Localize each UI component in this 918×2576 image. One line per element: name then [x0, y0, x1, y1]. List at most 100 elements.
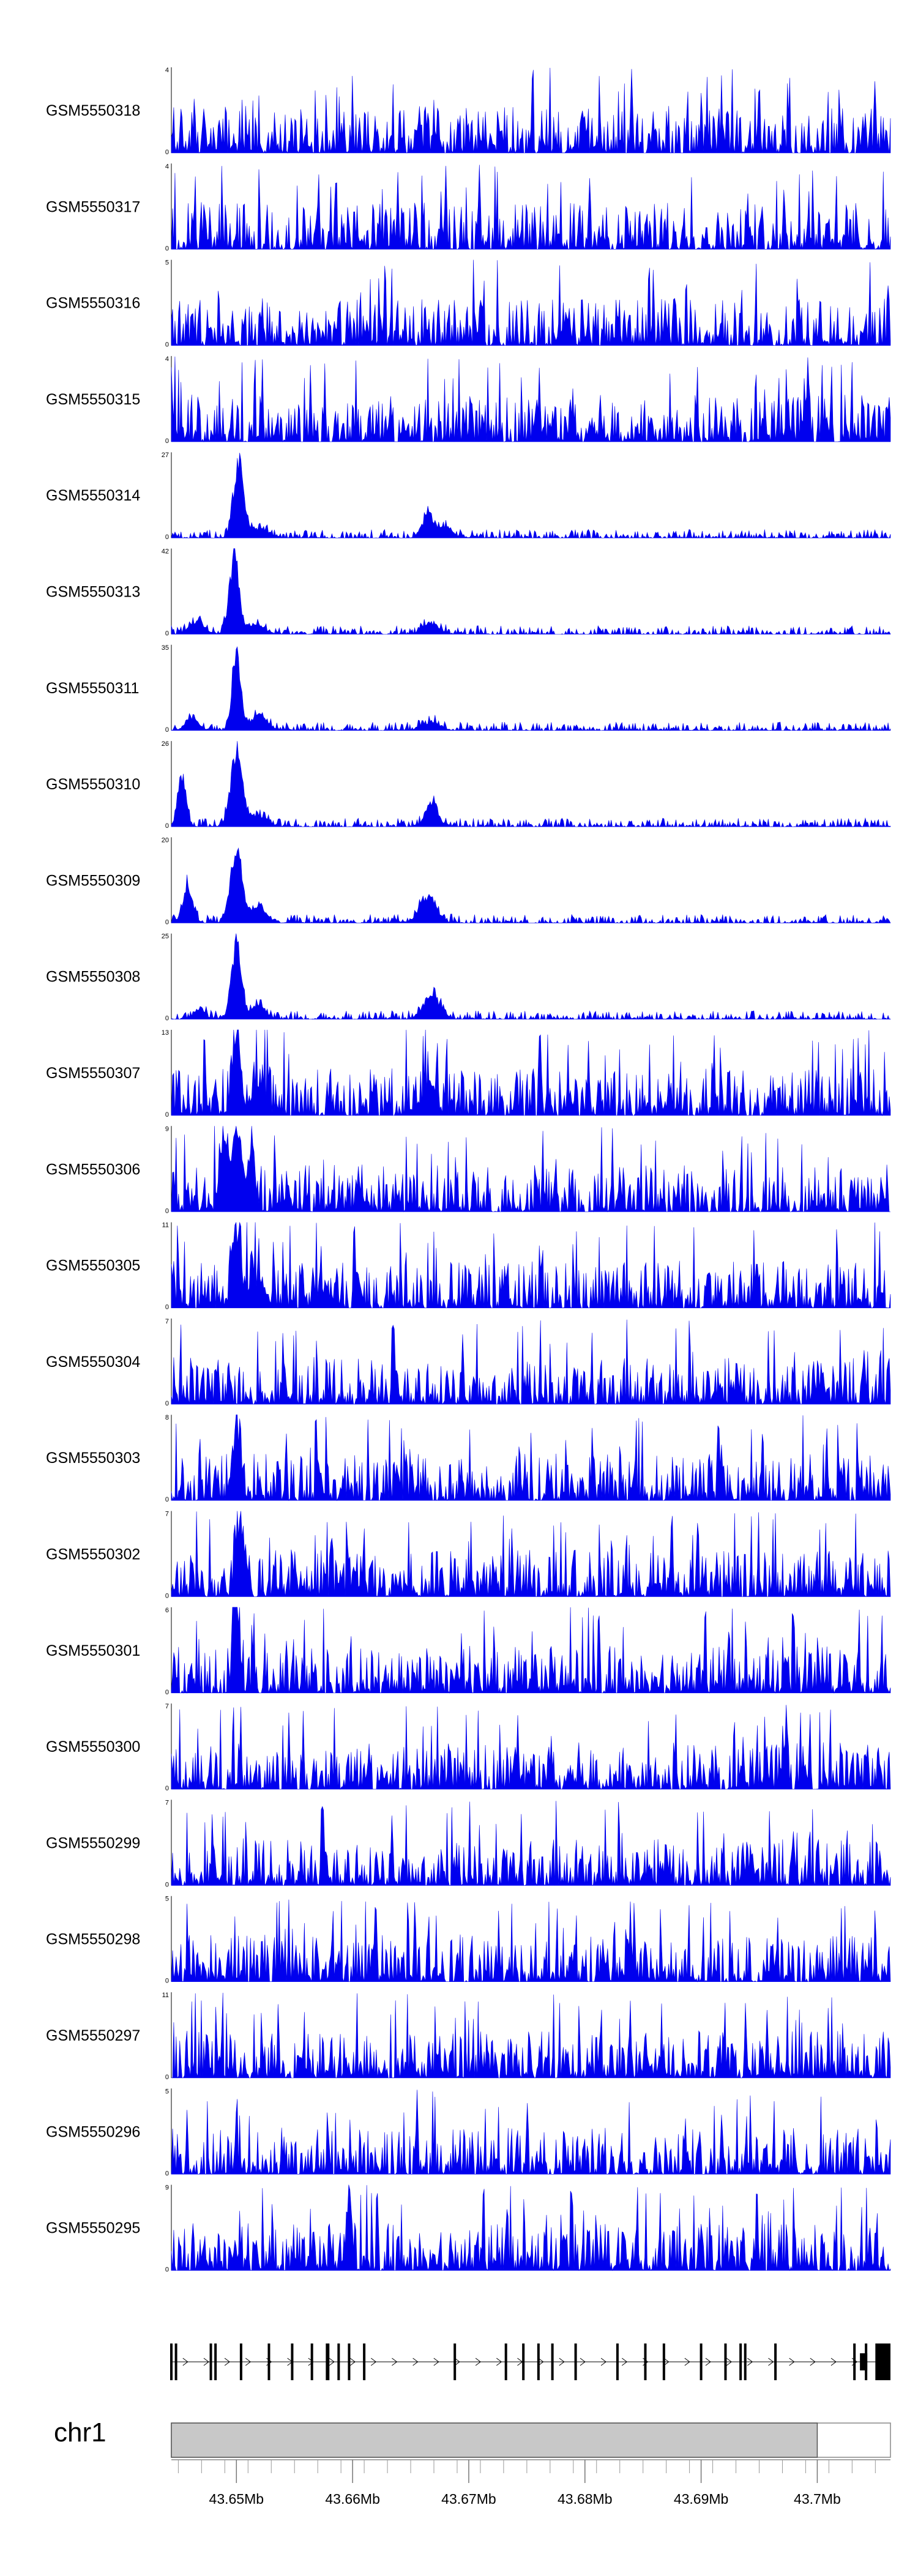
- coverage-area: [171, 1222, 891, 1309]
- exon-mark: [170, 2343, 173, 2380]
- strand-arrow: [392, 2358, 398, 2366]
- y-max-label: 5: [165, 1896, 169, 1903]
- y-zero-label: 0: [165, 1881, 169, 1888]
- chromosome-ideogram: [171, 2422, 891, 2458]
- track-GSM5550316: GSM5550316 5 0: [46, 259, 891, 349]
- coverage-area: [171, 2090, 891, 2175]
- y-max-label: 25: [162, 933, 169, 940]
- y-max-label: 42: [162, 548, 169, 556]
- y-max-label: 8: [165, 1414, 169, 1421]
- gene-model-track: [170, 2343, 890, 2380]
- y-max-label: 9: [165, 1125, 169, 1133]
- coverage-area: [171, 1029, 891, 1117]
- y-zero-label: 0: [165, 2074, 169, 2081]
- y-zero-label: 0: [165, 149, 169, 156]
- y-max-label: 11: [162, 1222, 169, 1229]
- track-label: GSM5550303: [46, 1450, 140, 1467]
- coverage-area: [171, 1992, 891, 2079]
- strand-arrow: [370, 2358, 377, 2366]
- exon-mark: [537, 2343, 540, 2380]
- strand-arrow: [580, 2358, 586, 2366]
- exon-mark: [774, 2343, 777, 2380]
- coverage-area: [171, 165, 891, 250]
- y-max-label: 5: [165, 259, 169, 267]
- track-label: GSM5550317: [46, 198, 140, 215]
- y-zero-label: 0: [165, 2266, 169, 2274]
- ideogram-region: [171, 2422, 818, 2458]
- y-max-label: 27: [162, 452, 169, 459]
- coverage-area: [171, 1126, 890, 1213]
- track-label: GSM5550313: [46, 584, 140, 601]
- track-label: GSM5550297: [46, 2027, 140, 2044]
- y-zero-label: 0: [165, 1304, 169, 1311]
- strand-arrow: [810, 2358, 816, 2366]
- exon-mark: [504, 2343, 507, 2380]
- track-label: GSM5550298: [46, 1931, 140, 1948]
- track-GSM5550318: GSM5550318 4 0: [46, 67, 891, 156]
- coverage-area: [171, 1511, 891, 1598]
- exon-mark: [860, 2353, 868, 2370]
- coverage-area: [171, 259, 891, 346]
- exon-mark: [744, 2343, 747, 2380]
- track-label: GSM5550318: [46, 102, 140, 119]
- exon-mark: [453, 2343, 457, 2380]
- y-max-label: 4: [165, 163, 169, 170]
- coverage-area: [171, 1607, 891, 1694]
- exon-mark: [348, 2343, 351, 2380]
- exon-mark: [574, 2343, 577, 2380]
- y-max-label: 7: [165, 1511, 169, 1518]
- track-label: GSM5550302: [46, 1546, 140, 1563]
- strand-arrow: [496, 2358, 502, 2366]
- track-label: GSM5550316: [46, 295, 140, 312]
- y-zero-label: 0: [165, 341, 169, 349]
- strand-arrow: [412, 2358, 419, 2366]
- track-GSM5550302: GSM5550302 7 0: [46, 1511, 891, 1600]
- coverage-tracks: GSM555031840GSM555031740GSM555031650GSM5…: [46, 67, 891, 2274]
- track-GSM5550308: GSM5550308 25 0: [46, 933, 891, 1022]
- x-tick-label: 43.68Mb: [558, 2491, 613, 2507]
- y-max-label: 26: [162, 740, 169, 748]
- y-zero-label: 0: [165, 1015, 169, 1022]
- y-max-label: 6: [165, 1607, 169, 1614]
- y-zero-label: 0: [165, 245, 169, 252]
- strand-arrow: [747, 2358, 753, 2366]
- track-GSM5550314: GSM5550314 27 0: [46, 452, 891, 541]
- track-label: GSM5550310: [46, 776, 140, 793]
- y-max-label: 7: [165, 1799, 169, 1806]
- track-GSM5550317: GSM5550317 4 0: [46, 163, 891, 252]
- track-GSM5550303: GSM5550303 8 0: [46, 1414, 891, 1503]
- track-GSM5550297: GSM5550297 11 0: [46, 1992, 891, 2081]
- track-label: GSM5550300: [46, 1738, 140, 1755]
- strand-arrow: [789, 2358, 795, 2366]
- y-max-label: 11: [162, 1992, 169, 1999]
- coverage-area: [171, 356, 891, 443]
- y-zero-label: 0: [165, 534, 169, 541]
- strand-arrow: [454, 2358, 460, 2366]
- exon-mark: [214, 2343, 217, 2380]
- track-GSM5550298: GSM5550298 5 0: [46, 1896, 891, 1985]
- strand-arrow: [705, 2358, 711, 2366]
- exon-mark: [522, 2343, 525, 2380]
- coverage-area: [171, 453, 891, 539]
- x-tick-label: 43.65Mb: [209, 2491, 264, 2507]
- coverage-area: [171, 1319, 891, 1405]
- coverage-area: [171, 1705, 891, 1790]
- y-max-label: 4: [165, 67, 169, 74]
- x-tick-label: 43.69Mb: [674, 2491, 729, 2507]
- coverage-area: [171, 67, 891, 154]
- strand-arrow: [349, 2358, 356, 2366]
- exon-mark: [644, 2343, 647, 2380]
- y-zero-label: 0: [165, 1496, 169, 1503]
- strand-arrow: [830, 2358, 837, 2366]
- exon-mark: [700, 2343, 703, 2380]
- track-GSM5550310: GSM5550310 26 0: [46, 740, 891, 830]
- y-zero-label: 0: [165, 1593, 169, 1600]
- track-label: GSM5550314: [46, 487, 140, 504]
- exon-mark: [363, 2343, 366, 2380]
- exon-mark: [551, 2343, 554, 2380]
- strand-arrow: [684, 2358, 690, 2366]
- coverage-area: [171, 1801, 891, 1886]
- strand-arrow: [663, 2358, 670, 2366]
- strand-arrow: [433, 2358, 439, 2366]
